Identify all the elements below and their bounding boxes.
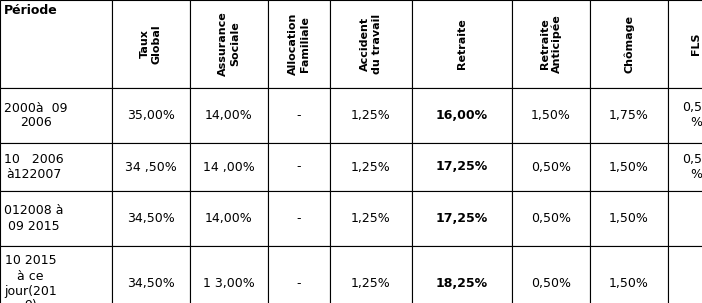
Bar — [190, 88, 268, 143]
Text: 1,50%: 1,50% — [531, 109, 571, 122]
Text: 14 ,00%: 14 ,00% — [203, 161, 255, 174]
Bar — [190, 0, 268, 88]
Bar — [330, 0, 412, 88]
Text: 0,50%: 0,50% — [531, 212, 571, 225]
Text: Retraite
Anticipée: Retraite Anticipée — [540, 15, 562, 73]
Bar — [412, 88, 512, 143]
Text: 34,50%: 34,50% — [127, 277, 175, 290]
Bar — [112, 246, 190, 303]
Bar — [590, 0, 668, 88]
Text: Allocation
Familiale: Allocation Familiale — [289, 13, 310, 75]
Text: Période: Période — [4, 4, 58, 17]
Text: Taux
Global: Taux Global — [140, 24, 161, 64]
Text: 1,50%: 1,50% — [609, 161, 649, 174]
Bar — [268, 88, 330, 143]
Bar — [590, 191, 668, 246]
Bar — [412, 0, 512, 88]
Text: 17,25%: 17,25% — [436, 161, 488, 174]
Bar — [112, 191, 190, 246]
Text: 1,25%: 1,25% — [351, 212, 391, 225]
Bar — [0, 88, 112, 143]
Text: 012008 à
09 2015: 012008 à 09 2015 — [4, 205, 63, 232]
Bar — [268, 0, 330, 88]
Bar — [190, 246, 268, 303]
Text: 0,50%: 0,50% — [531, 277, 571, 290]
Bar — [412, 143, 512, 191]
Bar — [330, 88, 412, 143]
Bar — [0, 143, 112, 191]
Text: 14,00%: 14,00% — [205, 109, 253, 122]
Text: Accident
du travail: Accident du travail — [360, 14, 382, 74]
Text: 1,50%: 1,50% — [609, 277, 649, 290]
Text: Chômage: Chômage — [624, 15, 634, 73]
Text: 14,00%: 14,00% — [205, 212, 253, 225]
Bar — [512, 191, 590, 246]
Bar — [268, 191, 330, 246]
Text: 0,50
%: 0,50 % — [682, 153, 702, 181]
Text: 34 ,50%: 34 ,50% — [125, 161, 177, 174]
Bar — [190, 191, 268, 246]
Bar — [512, 143, 590, 191]
Bar — [668, 0, 702, 88]
Bar — [512, 88, 590, 143]
Bar — [330, 143, 412, 191]
Bar — [412, 246, 512, 303]
Text: -: - — [297, 161, 301, 174]
Text: 2000à  09
2006: 2000à 09 2006 — [4, 102, 67, 129]
Bar — [0, 191, 112, 246]
Bar — [668, 88, 702, 143]
Bar — [330, 191, 412, 246]
Bar — [590, 88, 668, 143]
Text: 1,50%: 1,50% — [609, 212, 649, 225]
Bar — [0, 0, 112, 88]
Bar — [668, 246, 702, 303]
Text: 1,25%: 1,25% — [351, 109, 391, 122]
Text: 0,50%: 0,50% — [531, 161, 571, 174]
Bar — [112, 88, 190, 143]
Text: FLS: FLS — [691, 33, 701, 55]
Text: 1,75%: 1,75% — [609, 109, 649, 122]
Text: 1,25%: 1,25% — [351, 161, 391, 174]
Bar — [668, 143, 702, 191]
Text: 34,50%: 34,50% — [127, 212, 175, 225]
Text: 18,25%: 18,25% — [436, 277, 488, 290]
Bar — [512, 0, 590, 88]
Bar — [112, 0, 190, 88]
Text: -: - — [297, 277, 301, 290]
Text: Retraite: Retraite — [457, 18, 467, 69]
Text: 17,25%: 17,25% — [436, 212, 488, 225]
Text: -: - — [297, 212, 301, 225]
Bar — [112, 143, 190, 191]
Bar — [330, 246, 412, 303]
Text: 0,50
%: 0,50 % — [682, 102, 702, 129]
Text: 1,25%: 1,25% — [351, 277, 391, 290]
Text: 16,00%: 16,00% — [436, 109, 488, 122]
Bar — [0, 246, 112, 303]
Text: -: - — [297, 109, 301, 122]
Text: 10 2015
à ce
jour(201
9): 10 2015 à ce jour(201 9) — [4, 255, 57, 303]
Text: 35,00%: 35,00% — [127, 109, 175, 122]
Bar — [512, 246, 590, 303]
Bar — [668, 191, 702, 246]
Text: 1 3,00%: 1 3,00% — [203, 277, 255, 290]
Text: 10   2006
à122007: 10 2006 à122007 — [4, 153, 64, 181]
Bar — [590, 246, 668, 303]
Bar — [268, 246, 330, 303]
Bar — [412, 191, 512, 246]
Bar — [190, 143, 268, 191]
Text: Assurance
Sociale: Assurance Sociale — [218, 12, 240, 76]
Bar — [268, 143, 330, 191]
Bar — [590, 143, 668, 191]
